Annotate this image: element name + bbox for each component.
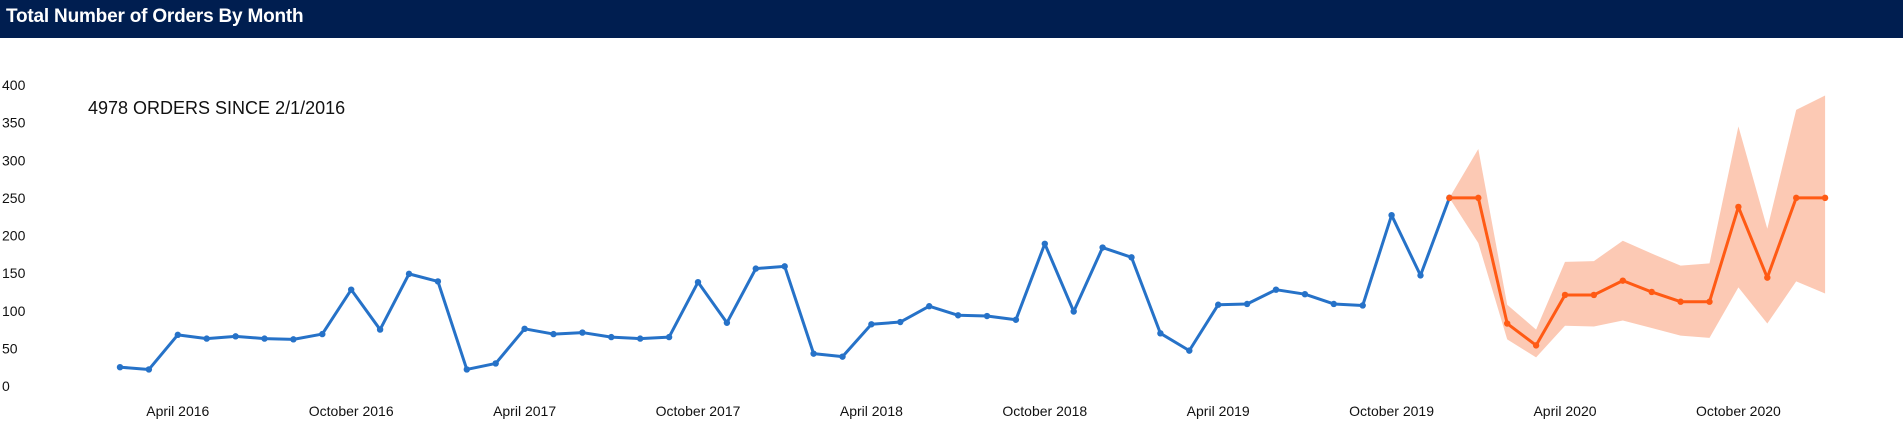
actual-data-point bbox=[116, 363, 124, 371]
actual-data-point bbox=[405, 270, 413, 278]
actual-data-point bbox=[1012, 316, 1020, 323]
forecast-band-layer bbox=[1449, 95, 1826, 358]
y-tick-label: 250 bbox=[2, 190, 26, 206]
forecast-data-point bbox=[1446, 194, 1453, 202]
actual-data-point bbox=[637, 335, 644, 342]
y-tick-label: 350 bbox=[2, 115, 26, 131]
actual-data-point bbox=[1330, 300, 1338, 308]
actual-data-point bbox=[319, 330, 326, 338]
x-tick-label: April 2018 bbox=[840, 403, 903, 419]
actual-data-point bbox=[521, 325, 528, 333]
forecast-data-point bbox=[1764, 274, 1771, 281]
y-tick-label: 100 bbox=[2, 303, 26, 319]
actual-data-point bbox=[665, 333, 673, 341]
actual-data-point bbox=[926, 303, 933, 310]
actual-data-point bbox=[1099, 244, 1106, 251]
x-tick-label: October 2020 bbox=[1696, 403, 1781, 419]
forecast-data-point bbox=[1735, 203, 1742, 211]
forecast-data-point bbox=[1590, 291, 1598, 299]
forecast-data-point bbox=[1793, 194, 1800, 202]
y-tick-label: 200 bbox=[2, 228, 26, 244]
forecast-data-point bbox=[1504, 320, 1511, 327]
actual-data-point bbox=[1186, 347, 1193, 354]
actual-data-point bbox=[145, 366, 153, 373]
actual-data-point bbox=[174, 331, 181, 339]
actual-data-point bbox=[579, 329, 586, 336]
forecast-series-line bbox=[1449, 196, 1826, 347]
actual-data-point bbox=[839, 353, 846, 360]
chart-title-bar: Total Number of Orders By Month bbox=[0, 0, 1903, 38]
actual-data-point bbox=[1128, 254, 1135, 261]
x-tick-label: April 2017 bbox=[493, 403, 556, 419]
x-tick-label: October 2017 bbox=[656, 403, 741, 419]
actual-data-point bbox=[1243, 300, 1251, 308]
y-tick-label: 150 bbox=[2, 265, 26, 281]
actual-series-line bbox=[119, 197, 1451, 371]
forecast-data-point bbox=[1561, 291, 1569, 299]
orders-total-annotation: 4978 ORDERS SINCE 2/1/2016 bbox=[88, 98, 345, 118]
forecast-data-point bbox=[1648, 288, 1655, 296]
actual-data-point bbox=[348, 286, 355, 293]
actual-data-point bbox=[492, 360, 499, 367]
actual-data-point bbox=[954, 312, 962, 319]
actual-data-point bbox=[1359, 302, 1366, 309]
actual-data-point bbox=[1070, 308, 1077, 315]
actual-data-point bbox=[203, 335, 210, 342]
y-tick-label: 300 bbox=[2, 152, 26, 168]
actual-data-point bbox=[781, 263, 788, 270]
actual-data-point bbox=[897, 318, 904, 326]
y-tick-label: 50 bbox=[2, 340, 18, 356]
actual-data-point bbox=[1272, 286, 1280, 293]
forecast-data-point bbox=[1475, 194, 1482, 202]
x-tick-label: October 2019 bbox=[1349, 403, 1434, 419]
actual-data-point bbox=[983, 312, 991, 320]
actual-data-point bbox=[232, 333, 239, 340]
x-tick-label: October 2016 bbox=[309, 403, 394, 419]
x-axis-ticks: April 2016 October 2016 April 2017 October … bbox=[146, 403, 1781, 419]
actual-data-point bbox=[261, 335, 268, 342]
actual-data-point bbox=[723, 319, 731, 326]
forecast-data-point bbox=[1532, 342, 1540, 349]
forecast-data-point bbox=[1677, 298, 1684, 305]
x-tick-label: October 2018 bbox=[1002, 403, 1087, 419]
y-axis-ticks: 0 50 100 150 200 250 300 350 400 bbox=[2, 77, 26, 394]
actual-data-point bbox=[290, 336, 297, 343]
actual-data-point bbox=[1041, 240, 1049, 247]
actual-data-point bbox=[1301, 290, 1309, 298]
actual-data-point bbox=[376, 326, 384, 333]
actual-data-point bbox=[1215, 301, 1222, 308]
x-tick-label: April 2019 bbox=[1187, 403, 1250, 419]
forecast-confidence-band bbox=[1449, 95, 1826, 358]
actual-data-point bbox=[608, 333, 615, 341]
actual-data-point bbox=[550, 330, 557, 338]
actual-data-point bbox=[1417, 272, 1424, 279]
actual-data-point bbox=[752, 265, 759, 272]
actual-data-point bbox=[694, 278, 702, 286]
forecast-data-point bbox=[1619, 277, 1627, 284]
actual-data-point bbox=[810, 350, 817, 357]
actual-data-point bbox=[434, 278, 442, 285]
forecast-data-point bbox=[1706, 298, 1713, 305]
x-tick-label: April 2020 bbox=[1533, 403, 1596, 419]
x-tick-label: April 2016 bbox=[146, 403, 209, 419]
y-tick-label: 400 bbox=[2, 77, 26, 93]
actual-data-point bbox=[463, 366, 470, 373]
forecast-data-point bbox=[1821, 194, 1829, 202]
y-tick-label: 0 bbox=[2, 378, 10, 394]
actual-data-point bbox=[1388, 211, 1395, 219]
chart-title: Total Number of Orders By Month bbox=[6, 6, 304, 27]
series-points-layer bbox=[116, 194, 1829, 373]
actual-data-point bbox=[1157, 330, 1164, 337]
actual-data-point bbox=[868, 321, 875, 328]
orders-line-chart: 0 50 100 150 200 250 300 350 400 April 2016 Octob… bbox=[2, 77, 1829, 419]
